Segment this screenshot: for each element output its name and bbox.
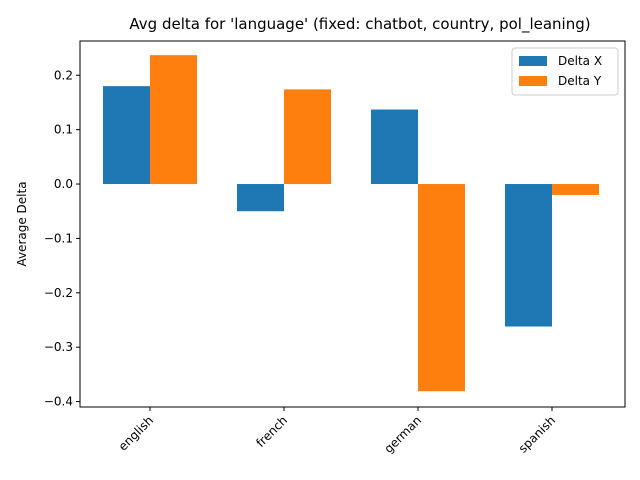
legend: Delta X Delta Y [511, 47, 619, 96]
bar-delta-y-french [284, 89, 331, 185]
y-tick-label: −0.1 [44, 231, 73, 245]
bars-group [103, 55, 599, 392]
bar-delta-x-spanish [505, 184, 552, 327]
bar-delta-x-french [237, 184, 284, 212]
bar-delta-y-spanish [552, 184, 599, 195]
y-tick-label: 0.1 [54, 123, 73, 137]
plot-frame [79, 40, 626, 408]
x-axis: english french german spanish [116, 407, 558, 456]
y-tick-label: −0.4 [44, 395, 73, 409]
legend-label: Delta X [558, 54, 602, 68]
y-tick-label: −0.2 [44, 286, 73, 300]
y-axis: −0.4 −0.3 −0.2 −0.1 0.0 0.1 0.2 [44, 68, 80, 409]
legend-swatch [519, 56, 547, 66]
x-tick-label: french [253, 413, 290, 450]
y-tick-label: 0.0 [54, 177, 73, 191]
legend-label: Delta Y [558, 74, 602, 88]
x-tick-label: spanish [516, 413, 558, 455]
x-tick-label: english [116, 413, 156, 453]
y-axis-label: Average Delta [15, 181, 29, 266]
y-tick-label: −0.3 [44, 340, 73, 354]
y-tick-label: 0.2 [54, 68, 73, 82]
bar-delta-y-english [150, 55, 197, 185]
bar-delta-x-german [371, 109, 418, 185]
legend-swatch [519, 76, 547, 86]
bar-delta-y-german [418, 184, 465, 392]
bar-delta-x-english [103, 86, 150, 185]
chart-title: Avg delta for 'language' (fixed: chatbot… [129, 15, 590, 34]
x-tick-label: german [381, 413, 424, 456]
